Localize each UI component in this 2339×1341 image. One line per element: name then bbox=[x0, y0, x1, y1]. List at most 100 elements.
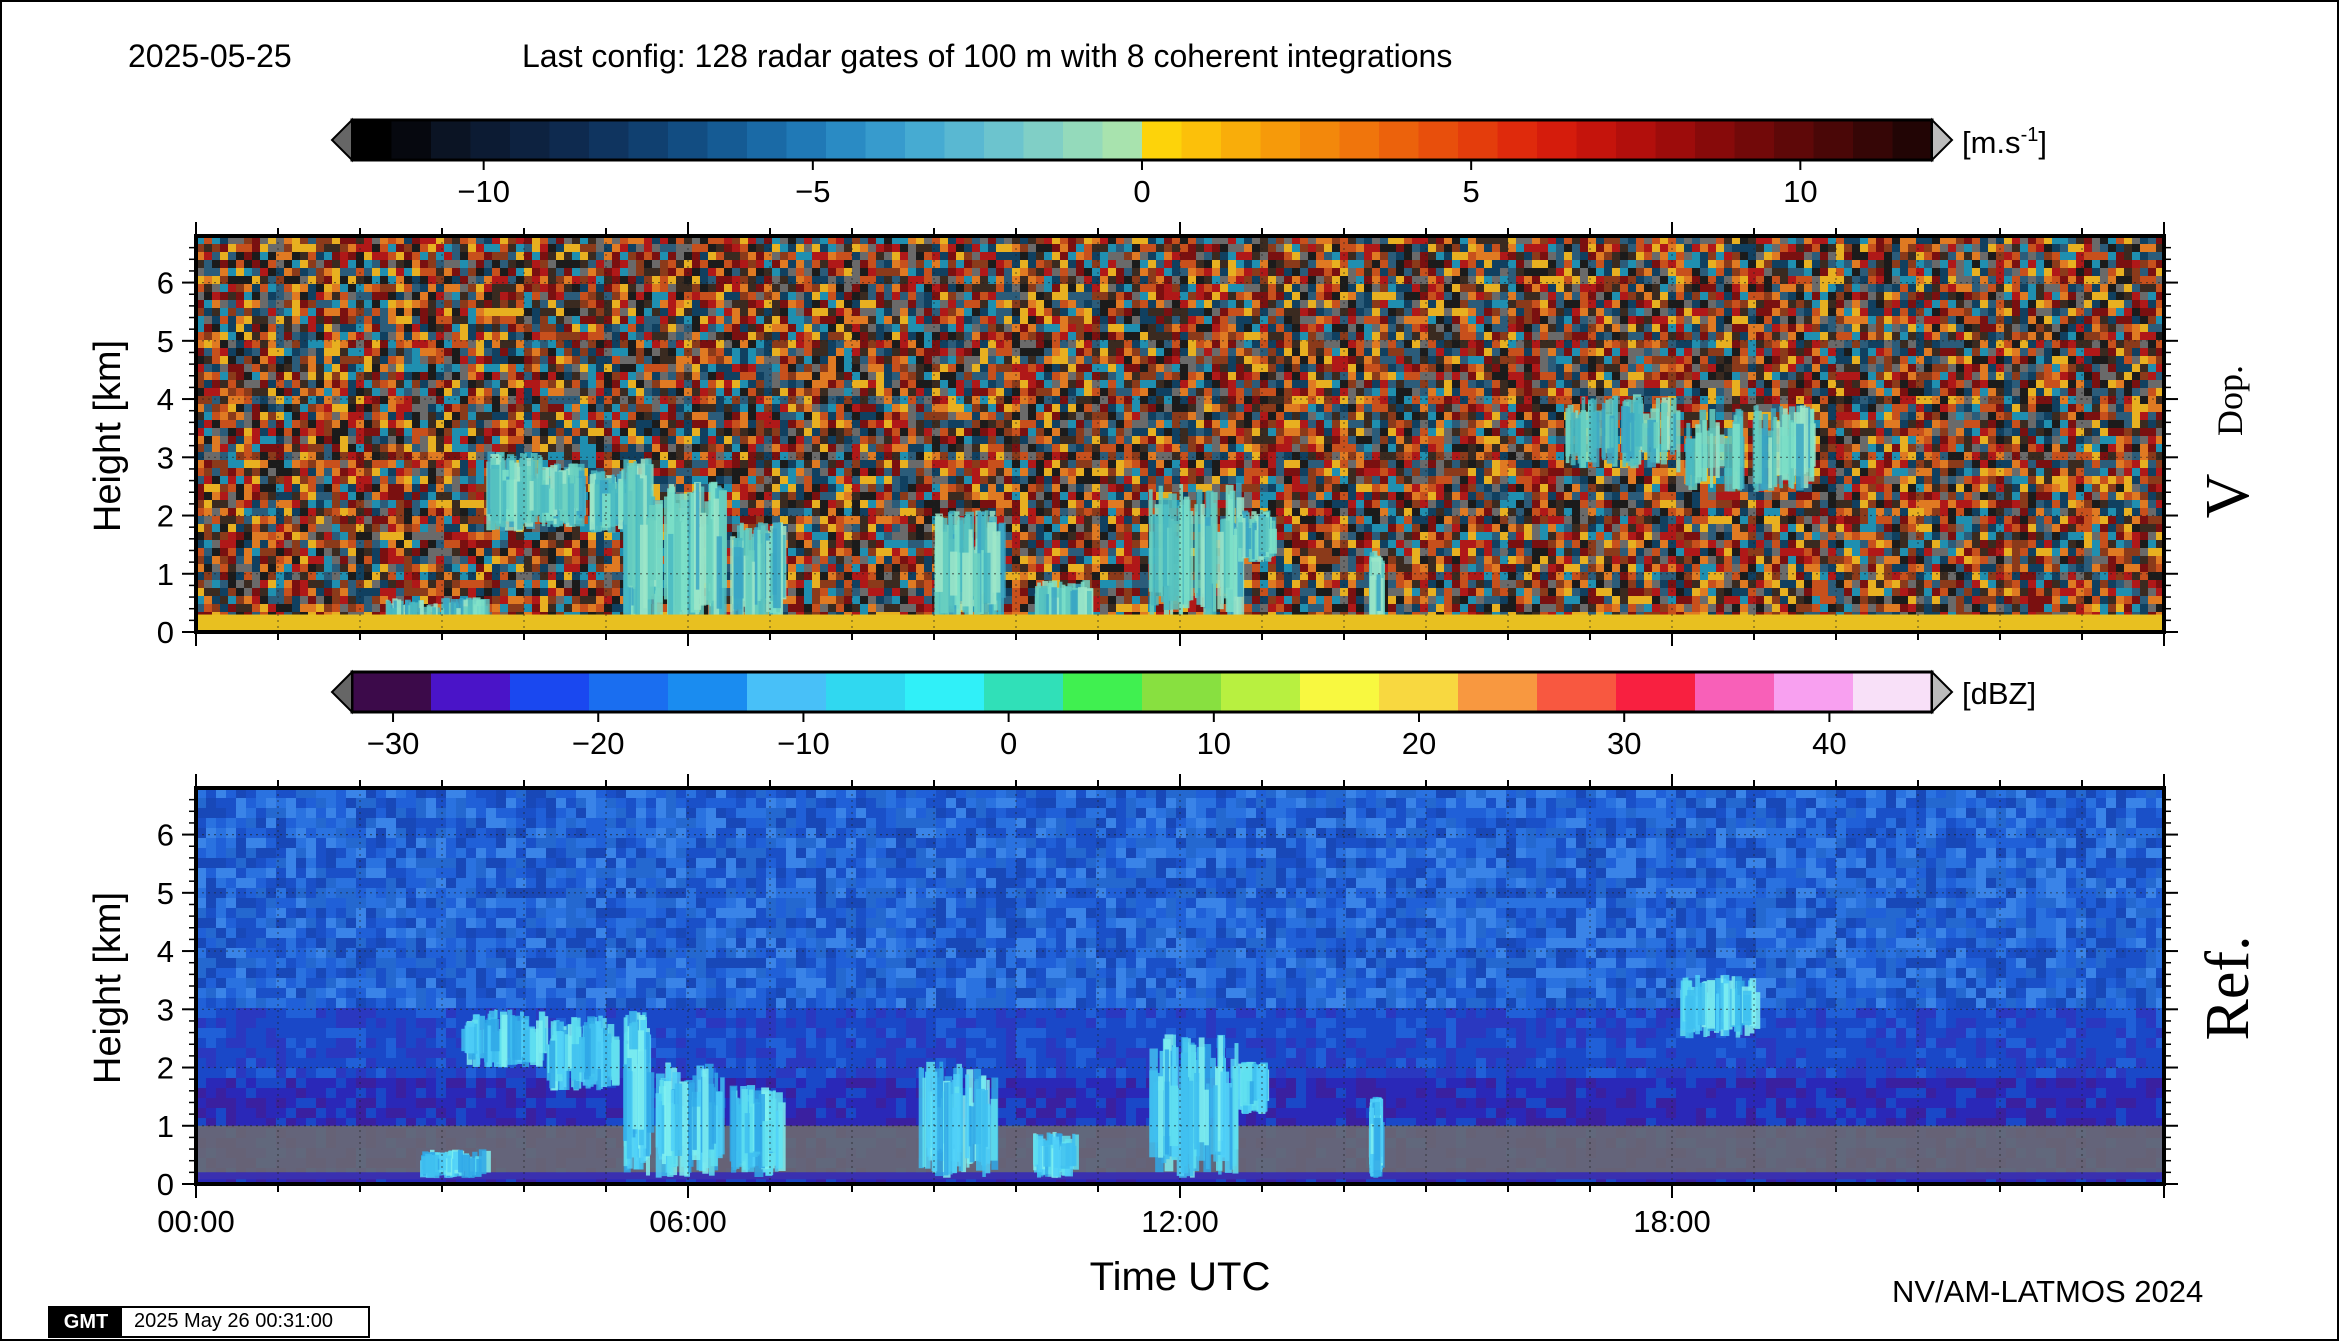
doppler-noise-cell bbox=[2020, 332, 2028, 340]
doppler-noise-cell bbox=[228, 372, 236, 380]
doppler-noise-cell bbox=[476, 340, 484, 348]
doppler-noise-cell bbox=[1428, 388, 1436, 396]
doppler-noise-cell bbox=[844, 332, 852, 340]
doppler-noise-cell bbox=[2060, 276, 2068, 284]
doppler-noise-cell bbox=[804, 316, 812, 324]
doppler-noise-cell bbox=[1532, 284, 1540, 292]
doppler-noise-cell bbox=[1692, 324, 1700, 332]
doppler-noise-cell bbox=[1628, 284, 1636, 292]
doppler-noise-cell bbox=[724, 300, 732, 308]
doppler-noise-cell bbox=[1828, 300, 1836, 308]
doppler-noise-cell bbox=[1268, 268, 1276, 276]
doppler-noise-cell bbox=[556, 324, 564, 332]
doppler-noise-cell bbox=[332, 268, 340, 276]
doppler-noise-cell bbox=[868, 388, 876, 396]
doppler-noise-cell bbox=[1444, 300, 1452, 308]
doppler-noise-cell bbox=[1124, 324, 1132, 332]
doppler-noise-cell bbox=[1748, 316, 1756, 324]
doppler-noise-cell bbox=[516, 244, 524, 252]
doppler-noise-cell bbox=[844, 324, 852, 332]
doppler-noise-cell bbox=[1372, 292, 1380, 300]
doppler-noise-cell bbox=[956, 268, 964, 276]
doppler-noise-cell bbox=[1364, 252, 1372, 260]
doppler-noise-cell bbox=[276, 380, 284, 388]
doppler-noise-cell bbox=[900, 268, 908, 276]
doppler-noise-cell bbox=[420, 252, 428, 260]
doppler-noise-cell bbox=[388, 324, 396, 332]
doppler-noise-cell bbox=[1004, 300, 1012, 308]
doppler-noise-cell bbox=[372, 276, 380, 284]
doppler-noise-cell bbox=[1540, 244, 1548, 252]
doppler-noise-cell bbox=[1436, 380, 1444, 388]
doppler-noise-cell bbox=[660, 308, 668, 316]
doppler-noise-cell bbox=[508, 300, 516, 308]
doppler-noise-cell bbox=[1988, 332, 1996, 340]
doppler-noise-cell bbox=[292, 260, 300, 268]
doppler-noise-cell bbox=[1380, 324, 1388, 332]
doppler-noise-cell bbox=[780, 308, 788, 316]
doppler-noise-cell bbox=[1348, 292, 1356, 300]
doppler-noise-cell bbox=[324, 372, 332, 380]
doppler-noise-cell bbox=[1788, 276, 1796, 284]
doppler-noise-cell bbox=[1652, 260, 1660, 268]
doppler-noise-cell bbox=[2156, 324, 2164, 332]
doppler-noise-cell bbox=[1812, 260, 1820, 268]
doppler-noise-cell bbox=[1292, 388, 1300, 396]
doppler-noise-cell bbox=[316, 348, 324, 356]
doppler-noise-cell bbox=[1908, 332, 1916, 340]
doppler-noise-cell bbox=[340, 372, 348, 380]
doppler-noise-cell bbox=[1300, 276, 1308, 284]
doppler-noise-cell bbox=[1524, 260, 1532, 268]
doppler-noise-cell bbox=[340, 260, 348, 268]
doppler-noise-cell bbox=[1828, 372, 1836, 380]
doppler-noise-cell bbox=[484, 260, 492, 268]
doppler-noise-cell bbox=[380, 300, 388, 308]
doppler-noise-cell bbox=[1532, 268, 1540, 276]
doppler-noise-cell bbox=[796, 340, 804, 348]
doppler-noise-cell bbox=[2076, 244, 2084, 252]
doppler-noise-cell bbox=[1788, 340, 1796, 348]
doppler-noise-cell bbox=[276, 396, 284, 404]
doppler-noise-cell bbox=[1700, 316, 1708, 324]
doppler-noise-cell bbox=[700, 236, 708, 244]
doppler-noise-cell bbox=[340, 380, 348, 388]
doppler-noise-cell bbox=[1980, 332, 1988, 340]
doppler-noise-cell bbox=[1564, 364, 1572, 372]
doppler-noise-cell bbox=[1092, 356, 1100, 364]
doppler-noise-cell bbox=[1716, 340, 1724, 348]
doppler-noise-cell bbox=[836, 244, 844, 252]
doppler-noise-cell bbox=[740, 276, 748, 284]
doppler-noise-cell bbox=[500, 244, 508, 252]
doppler-noise-cell bbox=[1684, 364, 1692, 372]
doppler-noise-cell bbox=[220, 348, 228, 356]
doppler-noise-cell bbox=[764, 372, 772, 380]
doppler-noise-cell bbox=[580, 236, 588, 244]
doppler-noise-cell bbox=[204, 260, 212, 268]
doppler-noise-cell bbox=[980, 316, 988, 324]
doppler-noise-cell bbox=[2108, 340, 2116, 348]
doppler-noise-cell bbox=[1380, 300, 1388, 308]
doppler-noise-cell bbox=[1388, 300, 1396, 308]
doppler-noise-cell bbox=[780, 364, 788, 372]
doppler-noise-cell bbox=[1116, 308, 1124, 316]
doppler-noise-cell bbox=[644, 324, 652, 332]
doppler-noise-cell bbox=[1196, 372, 1204, 380]
doppler-noise-cell bbox=[1908, 300, 1916, 308]
doppler-noise-cell bbox=[716, 268, 724, 276]
doppler-noise-cell bbox=[452, 372, 460, 380]
doppler-noise-cell bbox=[1348, 340, 1356, 348]
doppler-noise-cell bbox=[1028, 292, 1036, 300]
doppler-noise-cell bbox=[1612, 300, 1620, 308]
doppler-noise-cell bbox=[1004, 276, 1012, 284]
doppler-noise-cell bbox=[2060, 388, 2068, 396]
doppler-noise-cell bbox=[1484, 300, 1492, 308]
doppler-noise-cell bbox=[892, 308, 900, 316]
doppler-noise-cell bbox=[1556, 308, 1564, 316]
doppler-noise-cell bbox=[1412, 332, 1420, 340]
doppler-noise-cell bbox=[684, 332, 692, 340]
doppler-noise-cell bbox=[1676, 236, 1684, 244]
doppler-noise-cell bbox=[1156, 300, 1164, 308]
doppler-noise-cell bbox=[2140, 340, 2148, 348]
doppler-noise-cell bbox=[1844, 276, 1852, 284]
doppler-noise-cell bbox=[1404, 340, 1412, 348]
